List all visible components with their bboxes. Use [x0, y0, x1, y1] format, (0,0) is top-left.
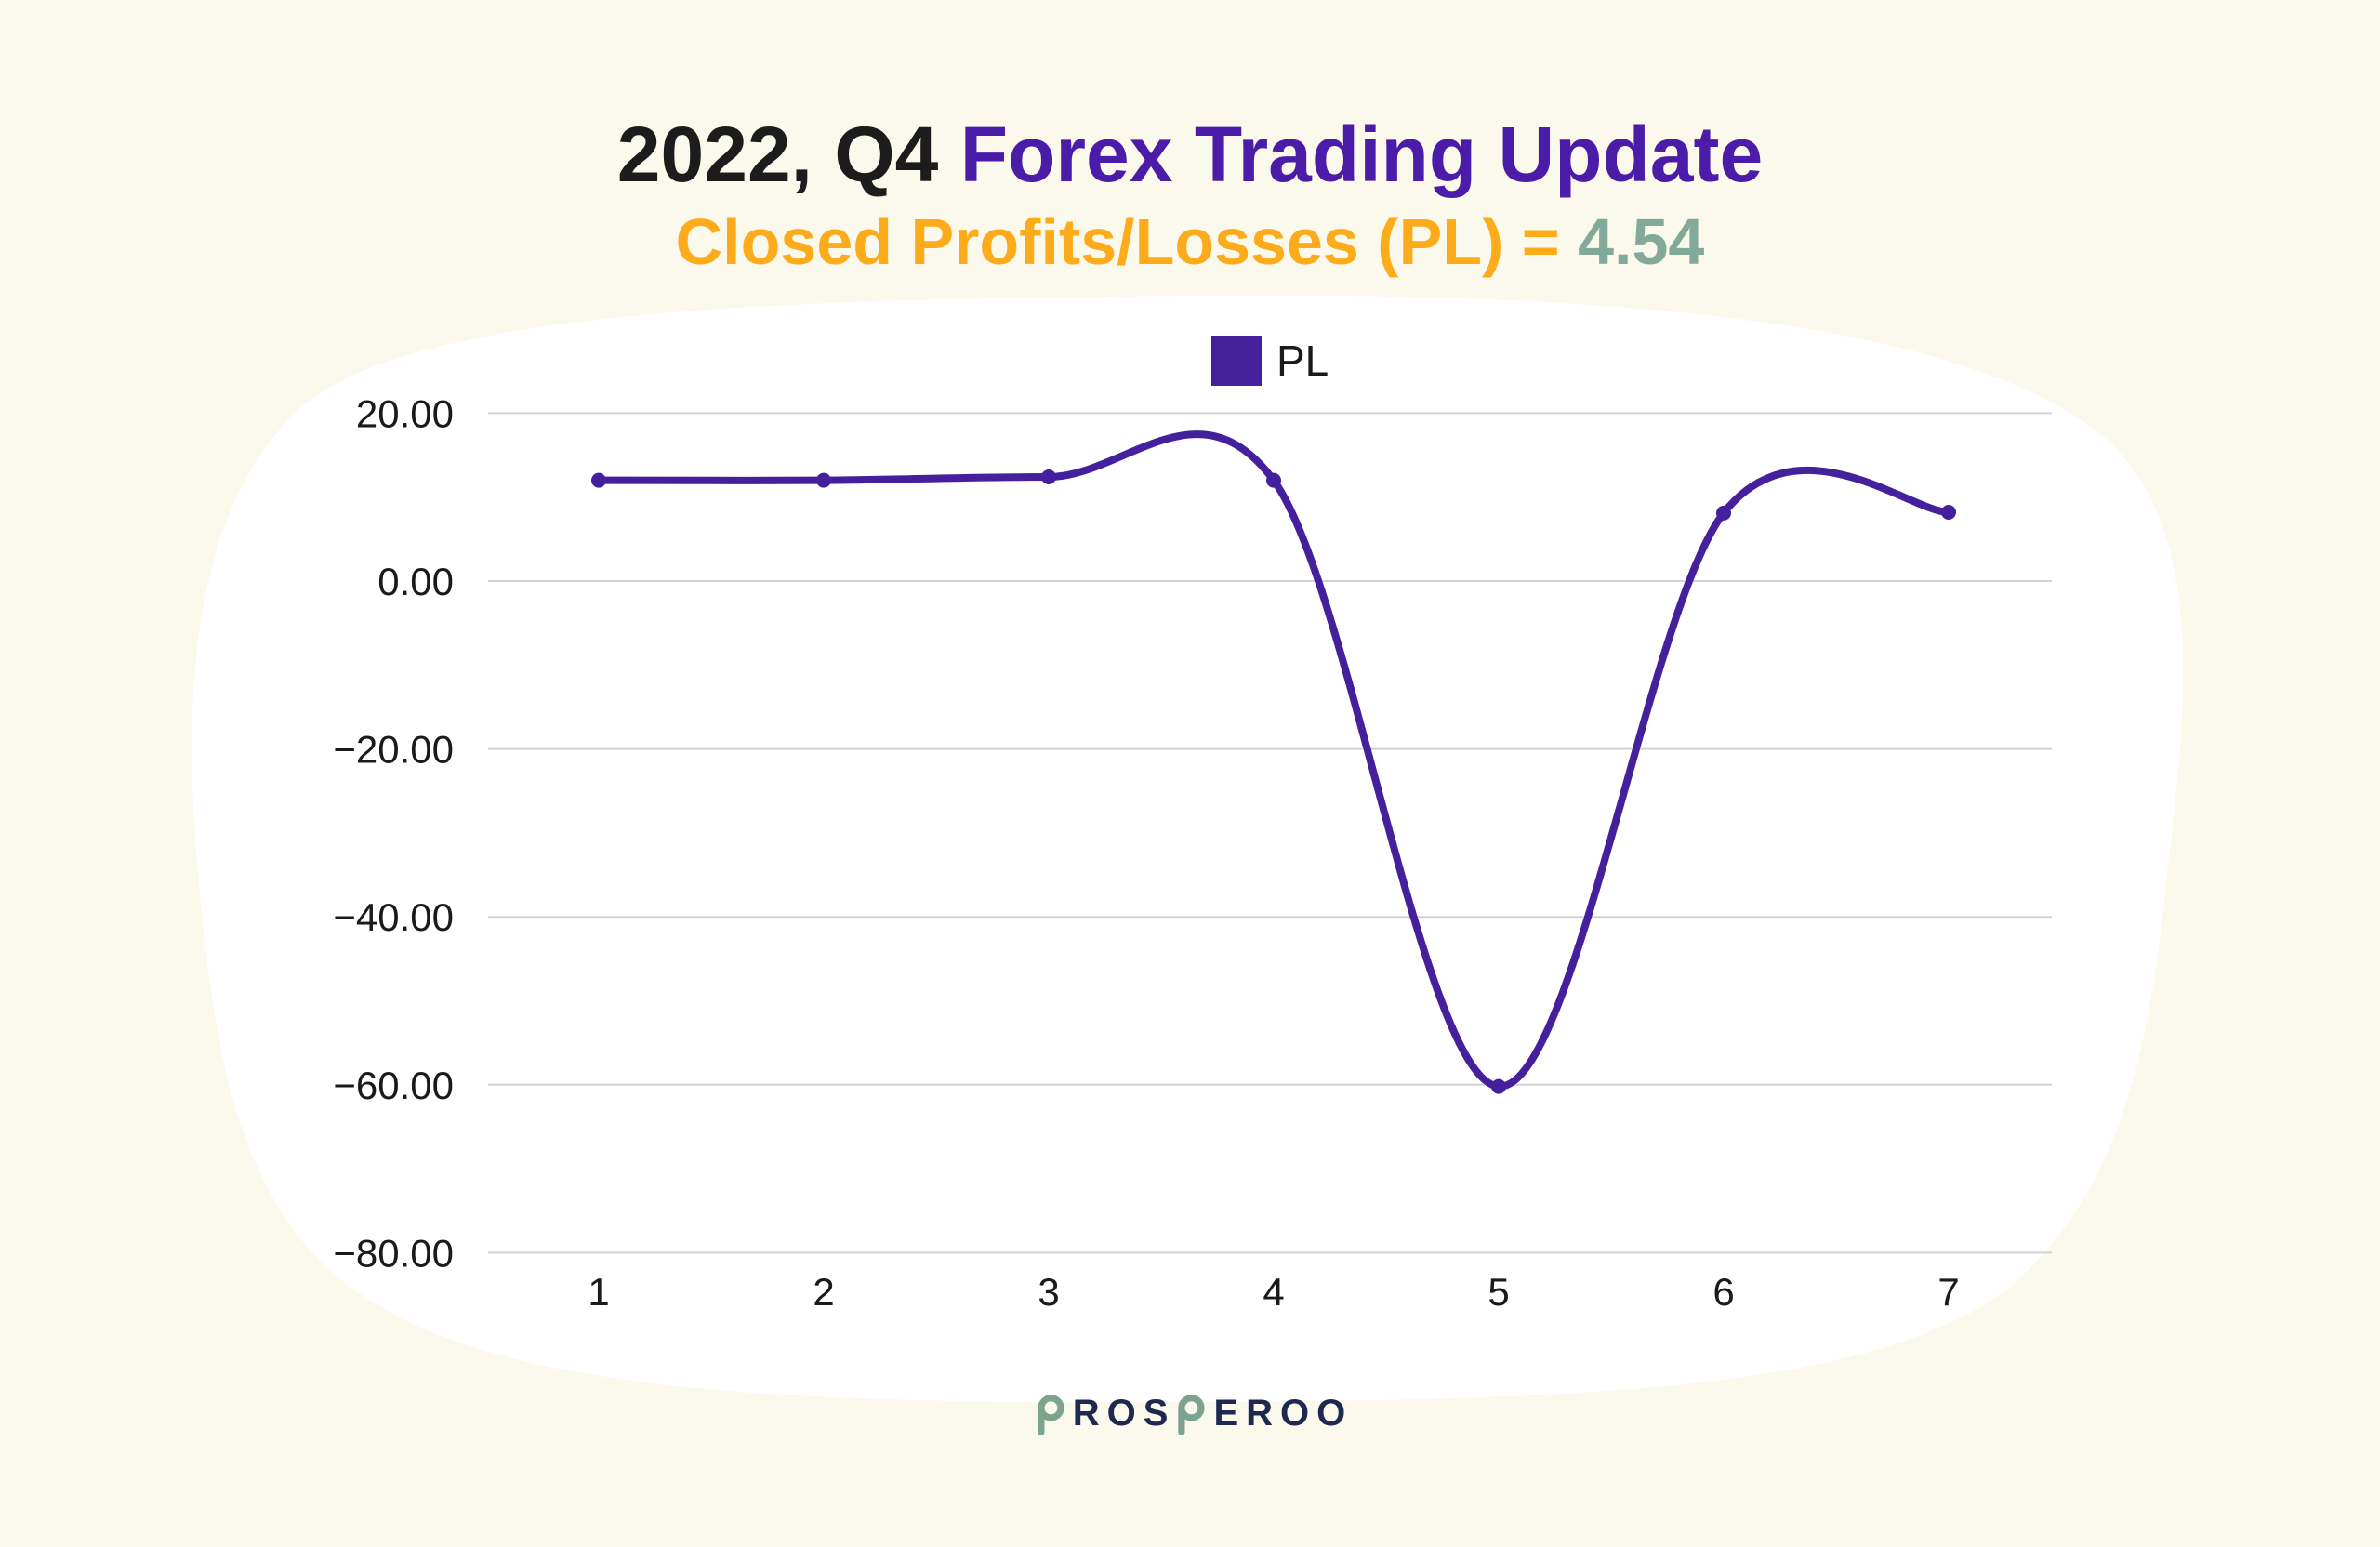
data-point-marker: [1266, 472, 1281, 488]
chart-subtitle: Closed Profits/Losses (PL) = 4.54: [0, 199, 2380, 284]
subtitle-value: 4.54: [1578, 205, 1705, 278]
chart-legend: PL: [1211, 336, 1329, 386]
y-tick-label: −80.00: [333, 1231, 454, 1275]
brand-letter: R: [1246, 1393, 1274, 1434]
brand-letter: O: [1316, 1393, 1346, 1434]
brand-letter: O: [1280, 1393, 1310, 1434]
y-tick-label: −60.00: [333, 1064, 454, 1107]
y-tick-label: −40.00: [333, 895, 454, 939]
subtitle-label: Closed Profits/Losses (PL) =: [675, 205, 1579, 278]
data-point-marker: [1716, 505, 1731, 521]
x-tick-label: 5: [1488, 1270, 1509, 1314]
x-tick-label: 4: [1263, 1270, 1284, 1314]
brand-p-glyph: [1178, 1395, 1206, 1435]
data-point-marker: [816, 472, 831, 488]
data-point-marker: [591, 472, 606, 488]
y-tick-label: 20.00: [356, 391, 454, 435]
page-title: 2022, Q4 Forex Trading Update: [0, 108, 2380, 201]
brand-letter: R: [1072, 1393, 1100, 1434]
x-tick-label: 7: [1937, 1270, 1959, 1314]
legend-label-pl: PL: [1276, 337, 1329, 385]
legend-swatch-pl: [1211, 336, 1262, 386]
data-point-marker: [1941, 505, 1956, 520]
y-tick-label: 0.00: [377, 560, 454, 603]
brand-letter: O: [1106, 1393, 1136, 1434]
y-tick-label: −20.00: [333, 728, 454, 772]
page-title-prefix: 2022, Q4: [616, 111, 960, 198]
x-tick-label: 6: [1712, 1270, 1734, 1314]
x-tick-label: 3: [1038, 1270, 1059, 1314]
brand-letter: E: [1213, 1393, 1239, 1434]
data-point-marker: [1041, 469, 1056, 484]
brand-letter: S: [1143, 1393, 1169, 1434]
data-point-marker: [1491, 1078, 1506, 1094]
background-blob-shape: [192, 295, 2184, 1403]
page-title-emphasis: Forex Trading Update: [959, 111, 1764, 198]
x-tick-label: 2: [813, 1270, 834, 1314]
pl-line: [595, 430, 1952, 1091]
x-tick-label: 1: [588, 1270, 609, 1314]
brand-p-glyph: [1038, 1395, 1064, 1435]
